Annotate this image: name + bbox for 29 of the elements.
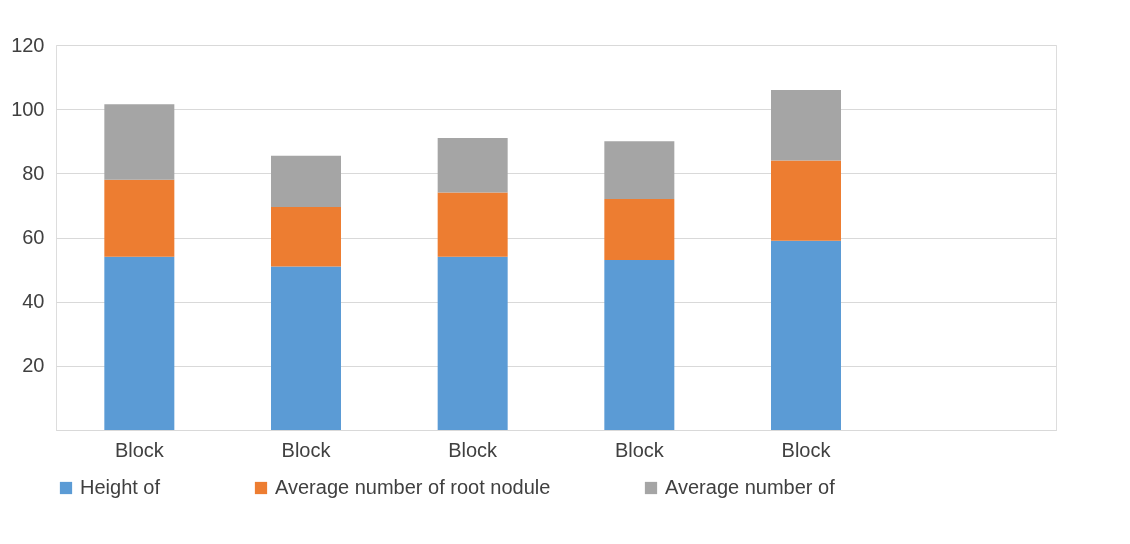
bar bbox=[604, 259, 675, 430]
bar bbox=[771, 240, 841, 430]
bar bbox=[604, 199, 675, 260]
x-tick-label: Block bbox=[114, 438, 165, 461]
bar bbox=[771, 160, 841, 241]
y-tick-label: 60 bbox=[22, 226, 45, 248]
x-tick-label: Block bbox=[281, 438, 332, 461]
y-tick-label: 100 bbox=[11, 97, 45, 120]
bar bbox=[271, 207, 341, 267]
x-tick-label: Block bbox=[448, 438, 499, 461]
y-tick-label: 120 bbox=[11, 33, 45, 56]
bar bbox=[771, 89, 841, 161]
y-tick-label: 80 bbox=[22, 161, 45, 184]
bar bbox=[104, 104, 175, 180]
bar bbox=[437, 256, 508, 430]
y-tick-label: 40 bbox=[22, 290, 45, 313]
legend-label: Height of bbox=[80, 476, 161, 498]
bar bbox=[604, 141, 675, 199]
bar bbox=[271, 266, 341, 430]
x-tick-label: Block bbox=[614, 438, 665, 461]
bar bbox=[437, 192, 508, 257]
bar bbox=[271, 155, 341, 208]
x-tick-label: Block bbox=[781, 438, 832, 461]
bar bbox=[104, 256, 175, 430]
bar bbox=[104, 179, 175, 257]
y-tick-label: 20 bbox=[22, 354, 45, 377]
bar bbox=[437, 138, 508, 193]
legend-label: Average number of root nodule bbox=[275, 476, 551, 498]
legend-label: Average number of bbox=[665, 476, 836, 498]
